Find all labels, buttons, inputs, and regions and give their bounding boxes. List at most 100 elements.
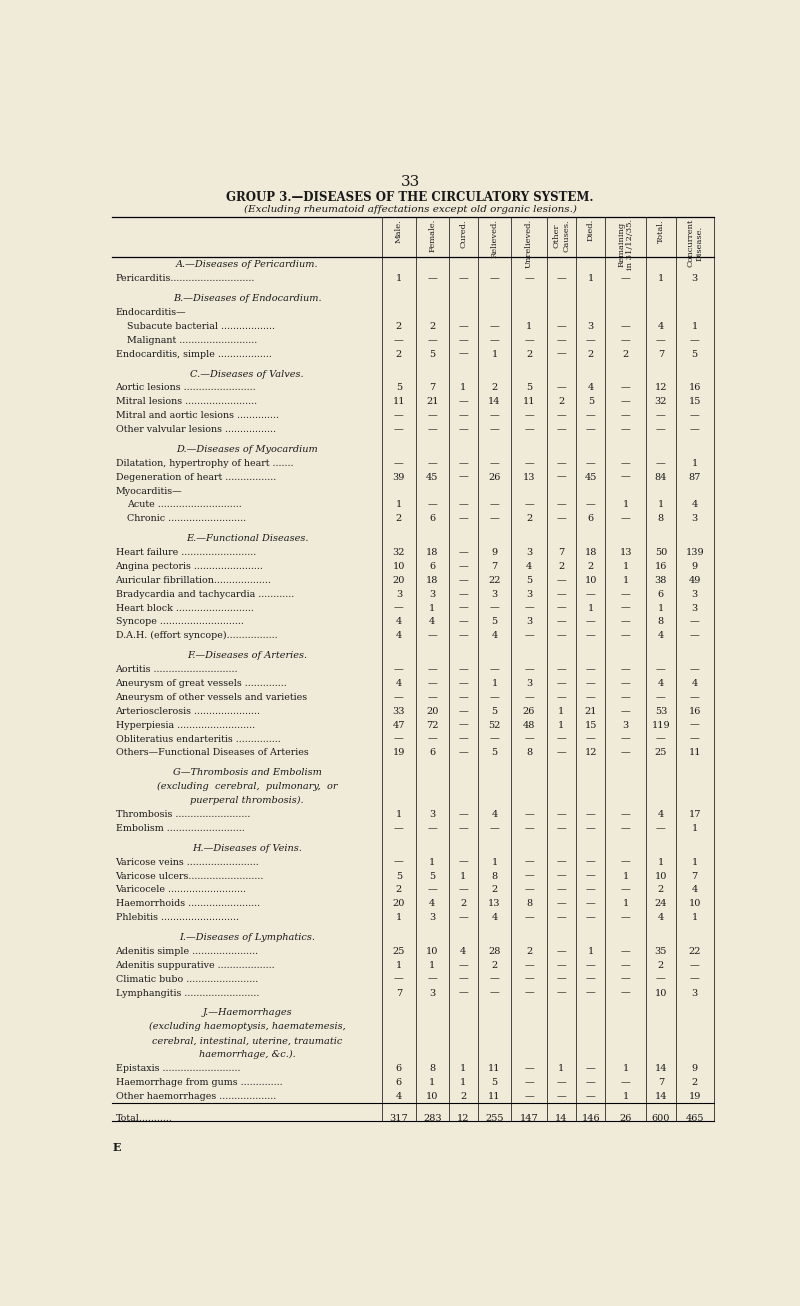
Text: Epistaxis ..........................: Epistaxis ..........................	[115, 1064, 240, 1074]
Text: —: —	[557, 274, 566, 283]
Text: —: —	[394, 858, 404, 867]
Text: 2: 2	[396, 350, 402, 359]
Text: 1: 1	[588, 274, 594, 283]
Text: —: —	[458, 810, 468, 819]
Text: —: —	[656, 824, 666, 833]
Text: 72: 72	[426, 721, 438, 730]
Text: 1: 1	[622, 1092, 629, 1101]
Text: —: —	[490, 824, 499, 833]
Text: 6: 6	[429, 515, 435, 524]
Text: 9: 9	[692, 1064, 698, 1074]
Text: E: E	[112, 1143, 121, 1153]
Text: —: —	[690, 734, 699, 743]
Text: —: —	[621, 458, 630, 468]
Text: 4: 4	[658, 679, 664, 688]
Text: 38: 38	[654, 576, 667, 585]
Text: 1: 1	[622, 562, 629, 571]
Text: 14: 14	[654, 1092, 667, 1101]
Text: —: —	[458, 590, 468, 598]
Text: E.—Functional Diseases.: E.—Functional Diseases.	[186, 534, 309, 543]
Text: —: —	[427, 734, 437, 743]
Text: 3: 3	[526, 590, 532, 598]
Text: 1: 1	[396, 961, 402, 970]
Text: 6: 6	[588, 515, 594, 524]
Text: 5: 5	[429, 871, 435, 880]
Text: 3: 3	[691, 274, 698, 283]
Text: —: —	[586, 989, 596, 998]
Text: haemorrhage, &c.).: haemorrhage, &c.).	[199, 1050, 296, 1059]
Text: —: —	[524, 274, 534, 283]
Text: C.—Diseases of Valves.: C.—Diseases of Valves.	[190, 370, 304, 379]
Text: 8: 8	[526, 900, 532, 908]
Text: —: —	[458, 562, 468, 571]
Text: Acute ............................: Acute ............................	[126, 500, 242, 509]
Text: —: —	[557, 858, 566, 867]
Text: (excluding  cerebral,  pulmonary,  or: (excluding cerebral, pulmonary, or	[157, 782, 338, 791]
Text: 1: 1	[429, 858, 435, 867]
Text: 32: 32	[654, 397, 667, 406]
Text: Hyperpiesia ..........................: Hyperpiesia ..........................	[115, 721, 254, 730]
Text: 24: 24	[654, 900, 667, 908]
Text: 20: 20	[426, 707, 438, 716]
Text: 2: 2	[526, 515, 532, 524]
Text: —: —	[394, 693, 404, 701]
Text: 26: 26	[488, 473, 501, 482]
Text: 2: 2	[491, 961, 498, 970]
Text: 4: 4	[658, 913, 664, 922]
Text: —: —	[621, 336, 630, 345]
Text: 50: 50	[654, 549, 667, 558]
Text: —: —	[621, 824, 630, 833]
Text: —: —	[524, 665, 534, 674]
Text: —: —	[458, 748, 468, 757]
Text: Heart block ..........................: Heart block ..........................	[115, 603, 254, 613]
Text: 49: 49	[689, 576, 701, 585]
Text: —: —	[557, 500, 566, 509]
Text: —: —	[586, 1064, 596, 1074]
Text: 119: 119	[651, 721, 670, 730]
Text: —: —	[524, 1064, 534, 1074]
Text: —: —	[621, 679, 630, 688]
Text: —: —	[557, 1092, 566, 1101]
Text: 465: 465	[686, 1114, 704, 1123]
Text: Thrombosis .........................: Thrombosis .........................	[115, 810, 250, 819]
Text: —: —	[458, 336, 468, 345]
Text: —: —	[621, 590, 630, 598]
Text: puerperal thrombosis).: puerperal thrombosis).	[190, 797, 304, 806]
Text: 2: 2	[460, 900, 466, 908]
Text: —: —	[458, 350, 468, 359]
Text: GROUP 3.—DISEASES OF THE CIRCULATORY SYSTEM.: GROUP 3.—DISEASES OF THE CIRCULATORY SYS…	[226, 191, 594, 204]
Text: 1: 1	[491, 679, 498, 688]
Text: —: —	[621, 858, 630, 867]
Text: 10: 10	[654, 871, 667, 880]
Text: —: —	[490, 424, 499, 434]
Text: Haemorrhage from gums ..............: Haemorrhage from gums ..............	[115, 1077, 282, 1087]
Text: —: —	[490, 665, 499, 674]
Text: Aneurysm of other vessels and varieties: Aneurysm of other vessels and varieties	[115, 693, 308, 701]
Text: —: —	[586, 810, 596, 819]
Text: 28: 28	[488, 947, 501, 956]
Text: —: —	[586, 885, 596, 895]
Text: Varicose ulcers.........................: Varicose ulcers.........................	[115, 871, 264, 880]
Text: —: —	[690, 618, 699, 627]
Text: cerebral, intestinal, uterine, traumatic: cerebral, intestinal, uterine, traumatic	[152, 1036, 342, 1045]
Text: —: —	[524, 411, 534, 421]
Text: 14: 14	[488, 397, 501, 406]
Text: —: —	[427, 411, 437, 421]
Text: 53: 53	[654, 707, 667, 716]
Text: Lymphangitis .........................: Lymphangitis .........................	[115, 989, 259, 998]
Text: —: —	[524, 810, 534, 819]
Text: 1: 1	[588, 603, 594, 613]
Text: 1: 1	[460, 1077, 466, 1087]
Text: —: —	[690, 424, 699, 434]
Text: Relieved.: Relieved.	[490, 219, 498, 259]
Text: Dilatation, hypertrophy of heart .......: Dilatation, hypertrophy of heart .......	[115, 458, 293, 468]
Text: —: —	[458, 961, 468, 970]
Text: 6: 6	[429, 562, 435, 571]
Text: —: —	[621, 974, 630, 983]
Text: Aortic lesions ........................: Aortic lesions ........................	[115, 384, 256, 392]
Text: —: —	[557, 515, 566, 524]
Text: 1: 1	[396, 274, 402, 283]
Text: —: —	[621, 274, 630, 283]
Text: —: —	[621, 734, 630, 743]
Text: 15: 15	[689, 397, 701, 406]
